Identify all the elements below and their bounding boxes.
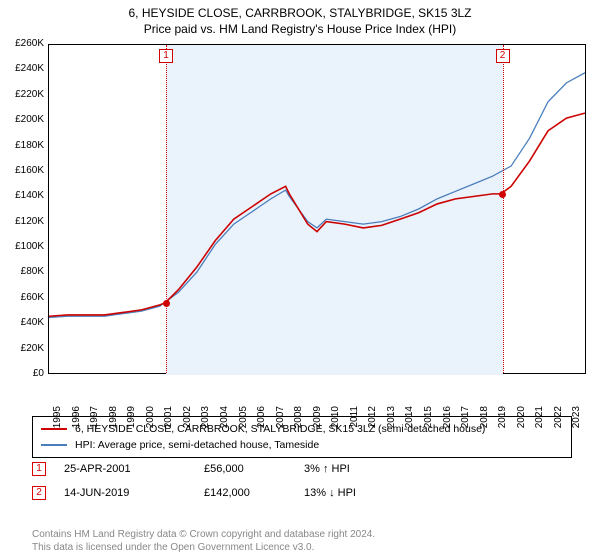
x-axis-label: 2018: [479, 406, 490, 434]
x-axis-label: 2008: [293, 406, 304, 434]
x-axis-label: 1998: [108, 406, 119, 434]
x-axis-label: 2014: [404, 406, 415, 434]
footer-text: Contains HM Land Registry data © Crown c…: [32, 528, 375, 554]
x-axis-label: 2015: [423, 406, 434, 434]
sale-marker-2: 2: [32, 486, 46, 500]
legend-row-hpi: HPI: Average price, semi-detached house,…: [41, 437, 563, 453]
x-axis-label: 2012: [367, 406, 378, 434]
sale-price-1: £56,000: [204, 463, 304, 475]
sale-date-2: 14-JUN-2019: [64, 487, 204, 499]
title-block: 6, HEYSIDE CLOSE, CARRBROOK, STALYBRIDGE…: [0, 0, 600, 36]
x-axis-label: 2011: [349, 406, 360, 434]
y-axis-label: £240K: [2, 63, 44, 74]
y-axis-label: £20K: [2, 343, 44, 354]
x-axis-label: 2001: [163, 406, 174, 434]
y-axis-label: £180K: [2, 140, 44, 151]
y-axis-label: £260K: [2, 38, 44, 49]
marker-dot-1: [163, 300, 170, 307]
x-axis-label: 2003: [200, 406, 211, 434]
sale-marker-1: 1: [32, 462, 46, 476]
x-axis-label: 1999: [126, 406, 137, 434]
footer-line2: This data is licensed under the Open Gov…: [32, 541, 375, 554]
sale-delta-1: 3% ↑ HPI: [304, 463, 444, 475]
y-axis-label: £80K: [2, 266, 44, 277]
sale-date-1: 25-APR-2001: [64, 463, 204, 475]
y-axis-label: £120K: [2, 216, 44, 227]
x-axis-label: 2020: [516, 406, 527, 434]
marker-box-1: 1: [159, 49, 173, 63]
y-axis-label: £160K: [2, 165, 44, 176]
x-axis-label: 2010: [330, 406, 341, 434]
series-line-property: [49, 113, 585, 316]
sale-row-2: 2 14-JUN-2019 £142,000 13% ↓ HPI: [32, 486, 572, 500]
y-axis-label: £140K: [2, 190, 44, 201]
x-axis-label: 2023: [571, 406, 582, 434]
x-axis-label: 2017: [460, 406, 471, 434]
marker-line-1: [166, 45, 167, 373]
y-axis-label: £220K: [2, 89, 44, 100]
sale-delta-2: 13% ↓ HPI: [304, 487, 444, 499]
chart-plot-area: 12: [48, 44, 586, 374]
legend-label-hpi: HPI: Average price, semi-detached house,…: [75, 439, 319, 451]
chart-lines-svg: [49, 45, 585, 373]
marker-box-2: 2: [496, 49, 510, 63]
x-axis-label: 1995: [52, 406, 63, 434]
x-axis-label: 2005: [238, 406, 249, 434]
x-axis-label: 2021: [534, 406, 545, 434]
y-axis-label: £40K: [2, 317, 44, 328]
x-axis-label: 2019: [497, 406, 508, 434]
x-axis-label: 2006: [256, 406, 267, 434]
x-axis-label: 2004: [219, 406, 230, 434]
x-axis-label: 2016: [442, 406, 453, 434]
y-axis-label: £100K: [2, 241, 44, 252]
sale-price-2: £142,000: [204, 487, 304, 499]
y-axis-label: £200K: [2, 114, 44, 125]
x-axis-label: 2007: [275, 406, 286, 434]
sale-row-1: 1 25-APR-2001 £56,000 3% ↑ HPI: [32, 462, 572, 476]
x-axis-label: 2000: [145, 406, 156, 434]
y-axis-label: £60K: [2, 292, 44, 303]
y-axis-label: £0: [2, 368, 44, 379]
x-axis-label: 1997: [89, 406, 100, 434]
x-axis-label: 2022: [553, 406, 564, 434]
x-axis-label: 2002: [182, 406, 193, 434]
x-axis-label: 2013: [386, 406, 397, 434]
x-axis-label: 2009: [312, 406, 323, 434]
x-axis-label: 1996: [71, 406, 82, 434]
marker-line-2: [503, 45, 504, 373]
footer-line1: Contains HM Land Registry data © Crown c…: [32, 528, 375, 541]
chart-container: 6, HEYSIDE CLOSE, CARRBROOK, STALYBRIDGE…: [0, 0, 600, 560]
legend-swatch-hpi: [41, 444, 67, 446]
chart-title-line1: 6, HEYSIDE CLOSE, CARRBROOK, STALYBRIDGE…: [0, 6, 600, 20]
chart-title-line2: Price paid vs. HM Land Registry's House …: [0, 22, 600, 36]
